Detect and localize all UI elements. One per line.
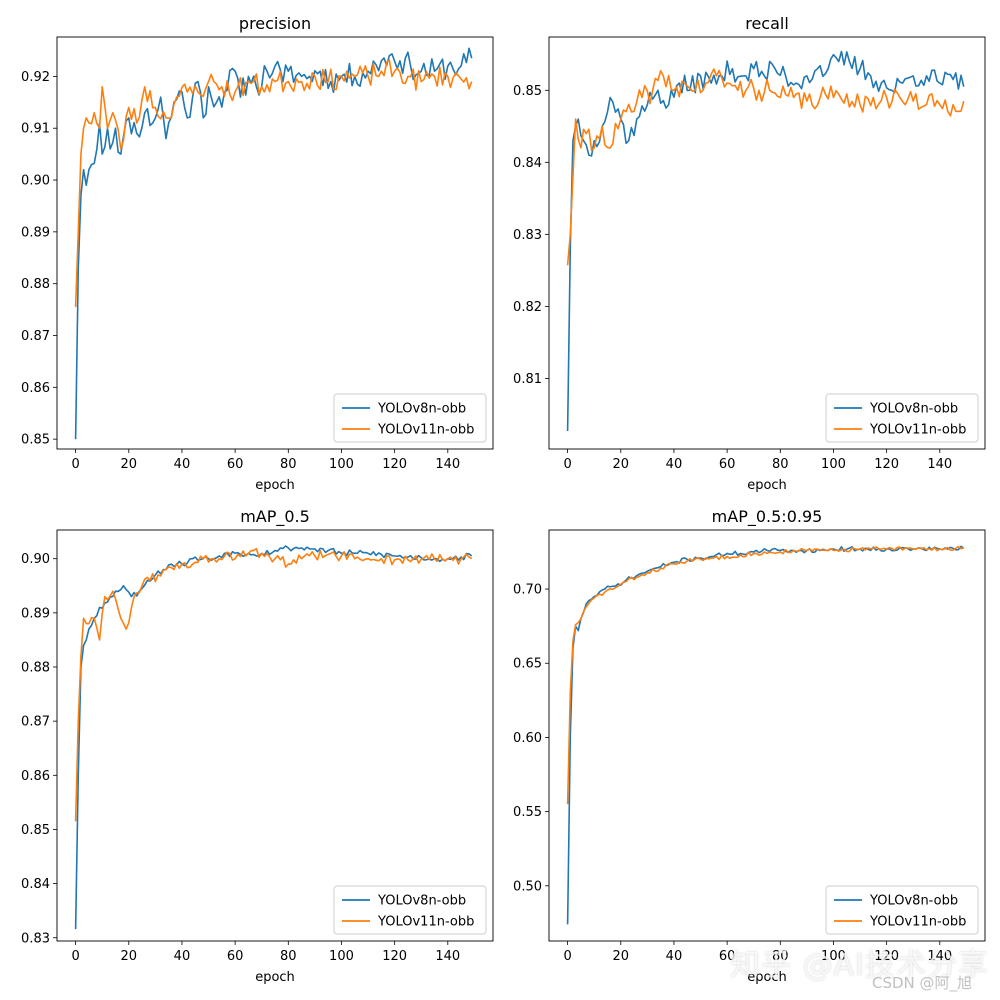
legend-box (333, 393, 487, 443)
y-tick-label: 0.81 (513, 372, 542, 387)
x-tick-label: 80 (280, 457, 297, 472)
x-tick-label: 120 (382, 457, 407, 472)
legend-label: YOLOv11n-obb (869, 423, 966, 438)
y-tick-label: 0.50 (513, 879, 542, 894)
x-tick-label: 20 (613, 949, 630, 964)
legend-label: YOLOv8n-obb (869, 402, 958, 417)
x-axis-label: epoch (747, 478, 787, 493)
y-tick-label: 0.92 (21, 70, 50, 85)
subplot-map50: mAP_0.5 0 20 40 60 80 100 120 140 0.83 0.84 0.85 0.8… (21, 507, 494, 985)
plot-frame (548, 36, 986, 450)
x-tick-label: 40 (666, 457, 683, 472)
subplot-precision: precision 0 20 40 60 80 100 120 140 0.85 0.86 0.87 0… (21, 14, 494, 493)
series-line-yolov8n-obb (566, 50, 965, 432)
x-tick-label: 100 (821, 457, 846, 472)
y-tick-label: 0.55 (513, 805, 542, 820)
series-line-yolov11n-obb (566, 68, 965, 266)
x-tick-label: 60 (227, 457, 244, 472)
chart-title: mAP_0.5:0.95 (712, 507, 823, 527)
chart-title: precision (239, 14, 311, 33)
y-tick-label: 0.88 (21, 277, 50, 292)
x-tick-label: 140 (435, 457, 460, 472)
x-tick-label: 80 (772, 457, 789, 472)
y-tick-label: 0.89 (21, 225, 50, 240)
y-tick-label: 0.89 (21, 606, 50, 621)
legend-label: YOLOv8n-obb (377, 402, 466, 417)
x-tick-label: 120 (874, 457, 899, 472)
y-tick-label: 0.60 (513, 731, 542, 746)
legend-label: YOLOv11n-obb (869, 915, 966, 930)
x-tick-label: 20 (121, 457, 138, 472)
x-tick-label: 0 (71, 949, 79, 964)
x-tick-label: 60 (719, 949, 736, 964)
x-tick-label: 100 (821, 949, 846, 964)
y-tick-label: 0.90 (21, 174, 50, 189)
y-tick-label: 0.87 (21, 329, 50, 344)
x-tick-label: 100 (329, 949, 354, 964)
x-tick-label: 0 (563, 949, 571, 964)
subplot-map50-95: mAP_0.5:0.95 0 20 40 60 80 100 120 140 0.50 0.55 0.… (513, 507, 986, 985)
chart-title: recall (745, 14, 789, 33)
x-tick-label: 80 (772, 949, 789, 964)
x-tick-label: 140 (435, 949, 460, 964)
legend-label: YOLOv11n-obb (377, 423, 474, 438)
y-tick-label: 0.84 (513, 156, 542, 171)
series-line-yolov8n-obb (74, 47, 473, 440)
x-tick-label: 0 (563, 457, 571, 472)
x-tick-label: 140 (927, 949, 952, 964)
y-tick-label: 0.91 (21, 122, 50, 137)
x-tick-label: 60 (227, 949, 244, 964)
x-tick-label: 80 (280, 949, 297, 964)
x-tick-label: 20 (121, 949, 138, 964)
chart-title: mAP_0.5 (240, 507, 310, 527)
plot-frame (56, 36, 494, 450)
y-tick-label: 0.65 (513, 657, 542, 672)
y-tick-label: 0.88 (21, 661, 50, 676)
series-line-yolov11n-obb (566, 545, 965, 805)
plot-frame (56, 529, 494, 942)
x-tick-label: 20 (613, 457, 630, 472)
legend-box (825, 393, 979, 443)
legend-label: YOLOv11n-obb (377, 915, 474, 930)
y-tick-label: 0.84 (21, 877, 50, 892)
y-tick-label: 0.82 (513, 300, 542, 315)
x-tick-label: 120 (874, 949, 899, 964)
x-tick-label: 40 (174, 457, 191, 472)
legend-label: YOLOv8n-obb (377, 894, 466, 909)
x-tick-label: 40 (174, 949, 191, 964)
x-tick-label: 0 (71, 457, 79, 472)
series-line-yolov8n-obb (566, 545, 965, 925)
series-line-yolov11n-obb (74, 59, 473, 308)
legend-box (333, 885, 487, 935)
series-line-yolov8n-obb (74, 545, 473, 930)
x-axis-label: epoch (255, 478, 295, 493)
y-tick-label: 0.90 (21, 552, 50, 567)
y-tick-label: 0.85 (21, 433, 50, 448)
y-tick-label: 0.87 (21, 715, 50, 730)
legend-box (825, 885, 979, 935)
plot-frame (548, 529, 986, 942)
x-axis-label: epoch (747, 970, 787, 985)
x-tick-label: 40 (666, 949, 683, 964)
legend-label: YOLOv8n-obb (869, 894, 958, 909)
y-tick-label: 0.83 (21, 931, 50, 946)
x-tick-label: 140 (927, 457, 952, 472)
y-tick-label: 0.70 (513, 583, 542, 598)
y-tick-label: 0.85 (513, 84, 542, 99)
y-tick-label: 0.85 (21, 823, 50, 838)
y-tick-label: 0.86 (21, 769, 50, 784)
y-tick-label: 0.83 (513, 228, 542, 243)
y-tick-label: 0.86 (21, 381, 50, 396)
subplot-recall: recall 0 20 40 60 80 100 120 140 0.81 0.82 0.83 0.84… (513, 14, 986, 493)
x-axis-label: epoch (255, 970, 295, 985)
x-tick-label: 100 (329, 457, 354, 472)
x-tick-label: 60 (719, 457, 736, 472)
x-tick-label: 120 (382, 949, 407, 964)
series-line-yolov11n-obb (74, 547, 473, 822)
